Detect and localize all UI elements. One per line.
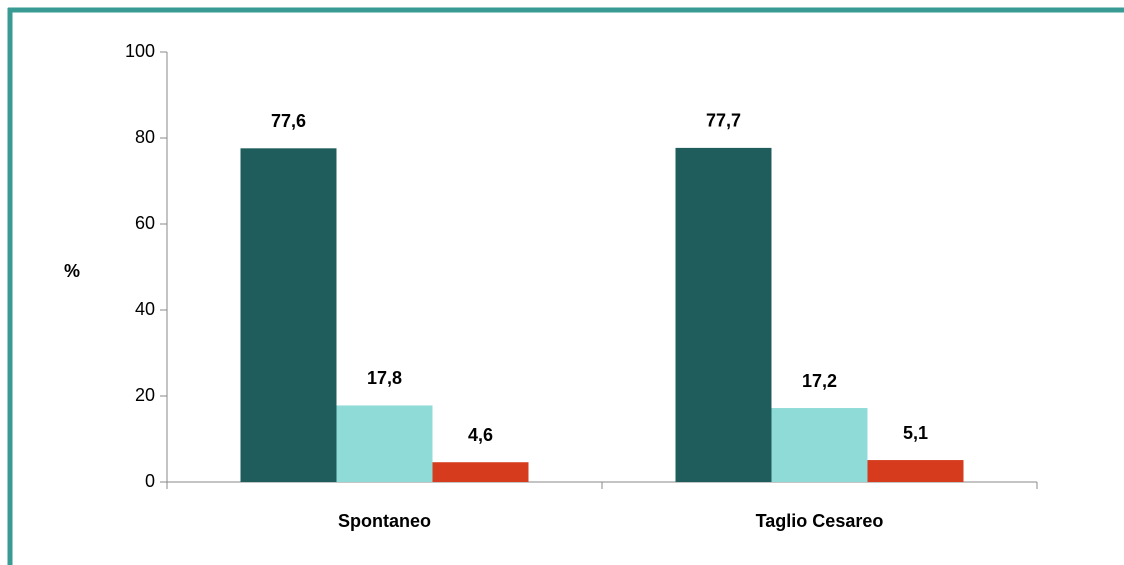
x-tick-label: Spontaneo xyxy=(338,511,431,531)
value-label: 17,8 xyxy=(367,368,402,388)
y-tick-label: 80 xyxy=(135,127,155,147)
bar xyxy=(240,148,337,482)
bar xyxy=(771,408,868,482)
y-tick-label: 20 xyxy=(135,385,155,405)
value-label: 17,2 xyxy=(802,371,837,391)
y-tick-label: 0 xyxy=(145,471,155,491)
bar xyxy=(675,147,772,482)
y-tick-label: 40 xyxy=(135,299,155,319)
y-tick-label: 100 xyxy=(125,41,155,61)
value-label: 77,7 xyxy=(706,111,741,131)
y-axis-label: % xyxy=(64,261,80,281)
bar xyxy=(432,462,529,482)
y-tick-label: 60 xyxy=(135,213,155,233)
bar xyxy=(336,405,433,482)
value-label: 5,1 xyxy=(903,423,928,443)
bar xyxy=(867,460,964,482)
value-label: 77,6 xyxy=(271,111,306,131)
value-label: 4,6 xyxy=(468,425,493,445)
x-tick-label: Taglio Cesareo xyxy=(756,511,884,531)
